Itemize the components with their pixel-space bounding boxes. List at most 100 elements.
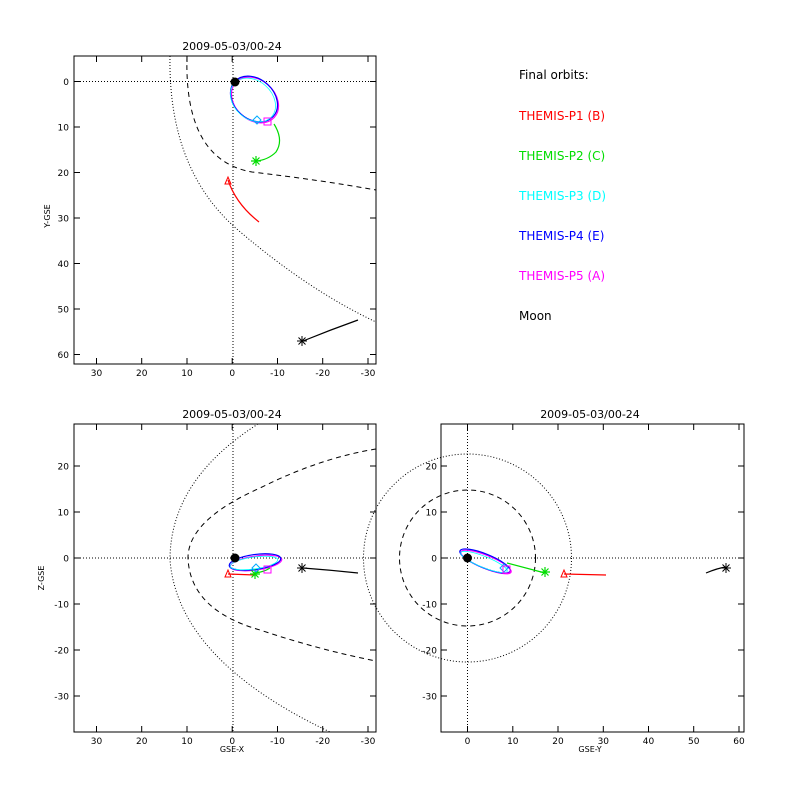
xz-bow-shock bbox=[169, 423, 331, 733]
legend-title: Final orbits: bbox=[519, 68, 589, 82]
xz-xtick-label: -20 bbox=[315, 737, 330, 747]
yz-frame bbox=[440, 423, 745, 733]
yz-xtick-label: 10 bbox=[507, 737, 519, 747]
xy-orbit-p2 bbox=[255, 123, 281, 162]
xz-ylabel: Z-GSE bbox=[37, 566, 46, 591]
yz-ticks bbox=[441, 424, 744, 732]
xy-p3-marker bbox=[252, 115, 262, 125]
yz-p2-marker bbox=[540, 567, 550, 577]
yz-xtick-label: 20 bbox=[552, 737, 564, 747]
xz-orbit-p4 bbox=[228, 553, 282, 571]
xy-ytick-label: 20 bbox=[58, 169, 70, 179]
yz-p3-marker bbox=[499, 563, 509, 573]
xz-title: 2009-05-03/00-24 bbox=[182, 408, 282, 421]
yz-xtick-label: 30 bbox=[598, 737, 610, 747]
xz-xtick-label: 20 bbox=[136, 737, 148, 747]
xz-axis-crosshair bbox=[74, 424, 376, 732]
yz-earth bbox=[463, 553, 472, 563]
yz-ytick-label: 10 bbox=[426, 509, 438, 519]
yz-xtick-label: 60 bbox=[733, 737, 745, 747]
yz-xtick-label: 40 bbox=[643, 737, 655, 747]
xz-ytick-label: 10 bbox=[58, 509, 70, 519]
yz-orbit-p1 bbox=[563, 573, 607, 576]
legend-item-p5: THEMIS-P5 (A) bbox=[518, 269, 605, 283]
xy-ytick-label: 0 bbox=[63, 78, 69, 88]
xz-moon-orbit bbox=[302, 567, 359, 574]
xy-xtick-label: 0 bbox=[229, 369, 235, 379]
xy-xtick-label: -30 bbox=[361, 369, 376, 379]
legend-item-p4: THEMIS-P4 (E) bbox=[518, 229, 604, 243]
yz-orbit-p3 bbox=[460, 550, 508, 574]
yz-xtick-label: 50 bbox=[688, 737, 700, 747]
xy-xtick-label: -20 bbox=[315, 369, 330, 379]
xy-ytick-label: 50 bbox=[58, 306, 70, 316]
xz-ytick-label: -20 bbox=[54, 647, 69, 657]
yz-panel: 2009-05-03/00-24 0 10 20 30 40 50 60 20 … bbox=[363, 408, 745, 754]
xz-ytick-label: 20 bbox=[58, 463, 70, 473]
xy-earth bbox=[230, 77, 240, 87]
legend-item-p1: THEMIS-P1 (B) bbox=[518, 109, 605, 123]
xy-frame bbox=[73, 55, 377, 365]
xz-p2-marker bbox=[250, 569, 260, 579]
yz-xtick-labels: 0 10 20 30 40 50 60 bbox=[465, 737, 745, 747]
legend-item-p2: THEMIS-P2 (C) bbox=[518, 149, 605, 163]
legend: Final orbits: THEMIS-P1 (B) THEMIS-P2 (C… bbox=[518, 68, 606, 323]
xy-p5-marker bbox=[263, 117, 272, 126]
yz-ytick-label: -10 bbox=[422, 601, 437, 611]
xz-xtick-label: 10 bbox=[181, 737, 193, 747]
xz-ytick-label: -10 bbox=[54, 601, 69, 611]
xz-orbit-p1 bbox=[227, 573, 256, 576]
xz-magnetopause bbox=[187, 448, 377, 662]
yz-ytick-label: 0 bbox=[431, 555, 437, 565]
yz-moon-marker bbox=[721, 563, 731, 573]
xy-xtick-label: -10 bbox=[270, 369, 285, 379]
xy-xtick-label: 30 bbox=[91, 369, 103, 379]
xy-ytick-label: 30 bbox=[58, 215, 70, 225]
xy-axis-crosshair bbox=[74, 56, 376, 364]
yz-ytick-label: -20 bbox=[422, 647, 437, 657]
yz-ytick-label: -30 bbox=[422, 693, 437, 703]
yz-orbit-p2 bbox=[506, 562, 546, 574]
xy-moon-orbit bbox=[302, 319, 359, 342]
xz-ticks bbox=[74, 424, 376, 732]
xz-frame bbox=[73, 423, 377, 733]
xy-xtick-label: 20 bbox=[136, 369, 148, 379]
xy-title: 2009-05-03/00-24 bbox=[182, 40, 282, 53]
xz-ytick-label: -30 bbox=[54, 693, 69, 703]
yz-p1-marker bbox=[560, 568, 568, 578]
xz-p5-marker bbox=[263, 565, 272, 574]
yz-ytick-labels: 20 10 0 -10 -20 -30 bbox=[422, 463, 437, 703]
xz-earth bbox=[230, 553, 240, 563]
xz-ytick-label: 0 bbox=[63, 555, 69, 565]
xz-xtick-label: 30 bbox=[91, 737, 103, 747]
xz-panel: 2009-05-03/00-24 30 20 10 0 -10 -20 -30 … bbox=[37, 408, 377, 754]
xy-ytick-label: 60 bbox=[58, 351, 70, 361]
xz-ytick-labels: 20 10 0 -10 -20 -30 bbox=[54, 463, 69, 703]
xy-ticks bbox=[74, 56, 376, 364]
xz-xtick-label: 0 bbox=[229, 737, 235, 747]
xy-ytick-labels: 0 10 20 30 40 50 60 bbox=[58, 78, 70, 361]
xz-xlabel: GSE-X bbox=[220, 745, 245, 754]
xy-ytick-label: 10 bbox=[58, 124, 70, 134]
yz-title: 2009-05-03/00-24 bbox=[540, 408, 640, 421]
legend-item-moon: Moon bbox=[519, 309, 552, 323]
yz-p5-marker bbox=[502, 565, 511, 574]
xz-xtick-label: -10 bbox=[270, 737, 285, 747]
xz-p1-marker bbox=[224, 568, 232, 578]
xy-magnetopause bbox=[186, 55, 377, 191]
xy-panel: 2009-05-03/00-24 30 20 10 0 -10 -20 -30 … bbox=[43, 40, 377, 379]
xy-p1-marker bbox=[224, 175, 232, 185]
xy-xtick-labels: 30 20 10 0 -10 -20 -30 bbox=[91, 369, 376, 379]
yz-xlabel: GSE-Y bbox=[578, 745, 601, 754]
xz-xtick-labels: 30 20 10 0 -10 -20 -30 bbox=[91, 737, 376, 747]
yz-bow-shock bbox=[363, 453, 572, 663]
xy-p2-marker bbox=[251, 156, 261, 166]
xy-ytick-label: 40 bbox=[58, 260, 70, 270]
legend-item-p3: THEMIS-P3 (D) bbox=[518, 189, 606, 203]
xy-xtick-label: 10 bbox=[181, 369, 193, 379]
yz-ytick-label: 20 bbox=[426, 463, 438, 473]
xy-moon-marker bbox=[297, 336, 307, 346]
xz-moon-marker bbox=[297, 563, 307, 573]
xy-ylabel: Y-GSE bbox=[43, 204, 52, 228]
